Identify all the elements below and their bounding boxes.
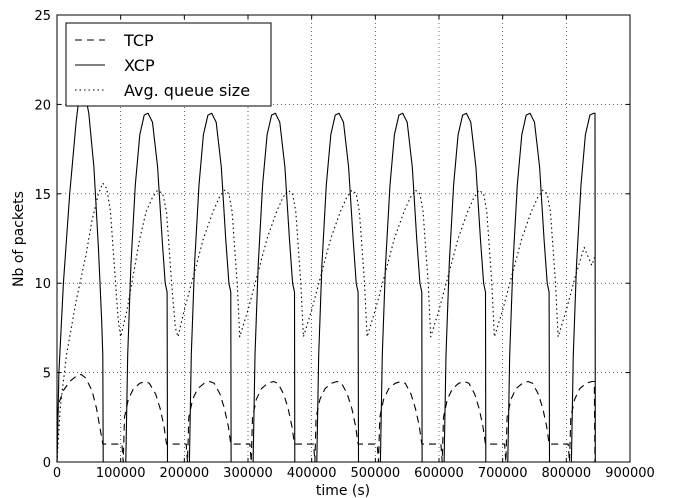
- x-tick-label: 0: [53, 466, 61, 481]
- y-axis-label: Nb of packets: [11, 191, 27, 287]
- x-tick-label: 900000: [605, 466, 655, 481]
- y-tick-label: 25: [34, 9, 51, 24]
- legend: TCP XCP Avg. queue size: [65, 22, 272, 107]
- y-tick-label: 10: [34, 277, 51, 292]
- x-tick-label: 300000: [223, 466, 273, 481]
- x-tick-label: 800000: [542, 466, 592, 481]
- series-line-avg-queue-size: [56, 182, 596, 463]
- x-tick-label: 600000: [414, 466, 464, 481]
- legend-label: Avg. queue size: [124, 81, 250, 100]
- y-tick-label: 20: [34, 98, 51, 113]
- y-tick-label: 5: [43, 367, 51, 382]
- axis-ticks: [56, 14, 631, 463]
- x-tick-label: 500000: [351, 466, 401, 481]
- plot-frame: [56, 14, 631, 463]
- y-tick-label: 0: [43, 456, 51, 471]
- x-tick-label: 700000: [478, 466, 528, 481]
- x-tick-label: 100000: [96, 466, 146, 481]
- series-line-tcp: [56, 373, 596, 463]
- x-tick-label: 200000: [160, 466, 210, 481]
- legend-label: XCP: [124, 56, 155, 75]
- series-layer: [56, 85, 596, 463]
- x-axis-label: time (s): [316, 483, 370, 498]
- legend-label: TCP: [123, 31, 154, 50]
- y-tick-label: 15: [34, 188, 51, 203]
- grid-lines: [57, 15, 630, 462]
- series-line-xcp: [56, 85, 596, 463]
- x-tick-label: 400000: [287, 466, 337, 481]
- tick-labels: 0 100000 200000 300000 400000 500000 600000 700…: [34, 9, 654, 481]
